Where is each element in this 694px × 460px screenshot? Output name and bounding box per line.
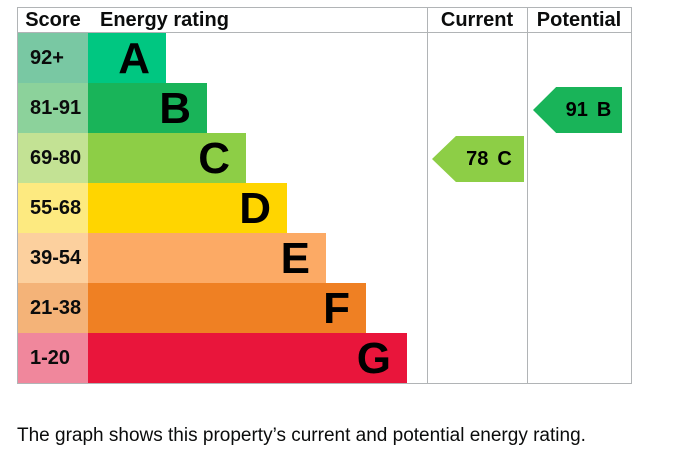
chart-header-row: Score Energy rating Current Potential — [18, 8, 631, 33]
score-range-b: 81-91 — [18, 83, 88, 133]
header-current: Current — [440, 9, 514, 31]
band-row-f: 21-38 F — [18, 283, 631, 333]
band-letter-f: F — [323, 284, 350, 333]
rating-bar-a: A — [88, 33, 166, 83]
band-row-e: 39-54 E — [18, 233, 631, 283]
current-rating-value: 78 — [466, 147, 489, 170]
score-range-a: 92+ — [18, 33, 88, 83]
score-range-c: 69-80 — [18, 133, 88, 183]
band-row-b: 81-91 B — [18, 83, 631, 133]
band-row-c: 69-80 C — [18, 133, 631, 183]
score-range-g: 1-20 — [18, 333, 88, 383]
header-potential: Potential — [536, 9, 622, 31]
band-row-a: 92+ A — [18, 33, 631, 83]
column-divider-rating-current — [427, 8, 428, 383]
graph-caption: The graph shows this property’s current … — [17, 425, 586, 446]
band-row-d: 55-68 D — [18, 183, 631, 233]
potential-rating-value: 91 — [565, 98, 588, 121]
current-rating-band: C — [497, 147, 512, 170]
band-letter-a: A — [118, 34, 150, 83]
score-range-d: 55-68 — [18, 183, 88, 233]
rating-bar-f: F — [88, 283, 366, 333]
band-letter-g: G — [356, 334, 391, 383]
band-letter-d: D — [239, 184, 271, 233]
band-rows: 92+ A 81-91 B 69-80 C 55-68 D — [18, 33, 631, 383]
energy-rating-chart: Score Energy rating Current Potential 92… — [17, 7, 632, 384]
rating-bar-e: E — [88, 233, 326, 283]
potential-rating-band: B — [596, 98, 612, 121]
rating-bar-c: C — [88, 133, 246, 183]
band-letter-b: B — [159, 84, 191, 133]
rating-bar-d: D — [88, 183, 287, 233]
header-energy-rating: Energy rating — [100, 9, 229, 31]
rating-bar-g: G — [88, 333, 407, 383]
column-divider-current-potential — [527, 8, 528, 383]
header-score: Score — [25, 9, 81, 31]
score-range-e: 39-54 — [18, 233, 88, 283]
band-row-g: 1-20 G — [18, 333, 631, 383]
band-letter-c: C — [198, 134, 230, 183]
rating-bar-b: B — [88, 83, 207, 133]
score-range-f: 21-38 — [18, 283, 88, 333]
band-letter-e: E — [280, 234, 310, 283]
